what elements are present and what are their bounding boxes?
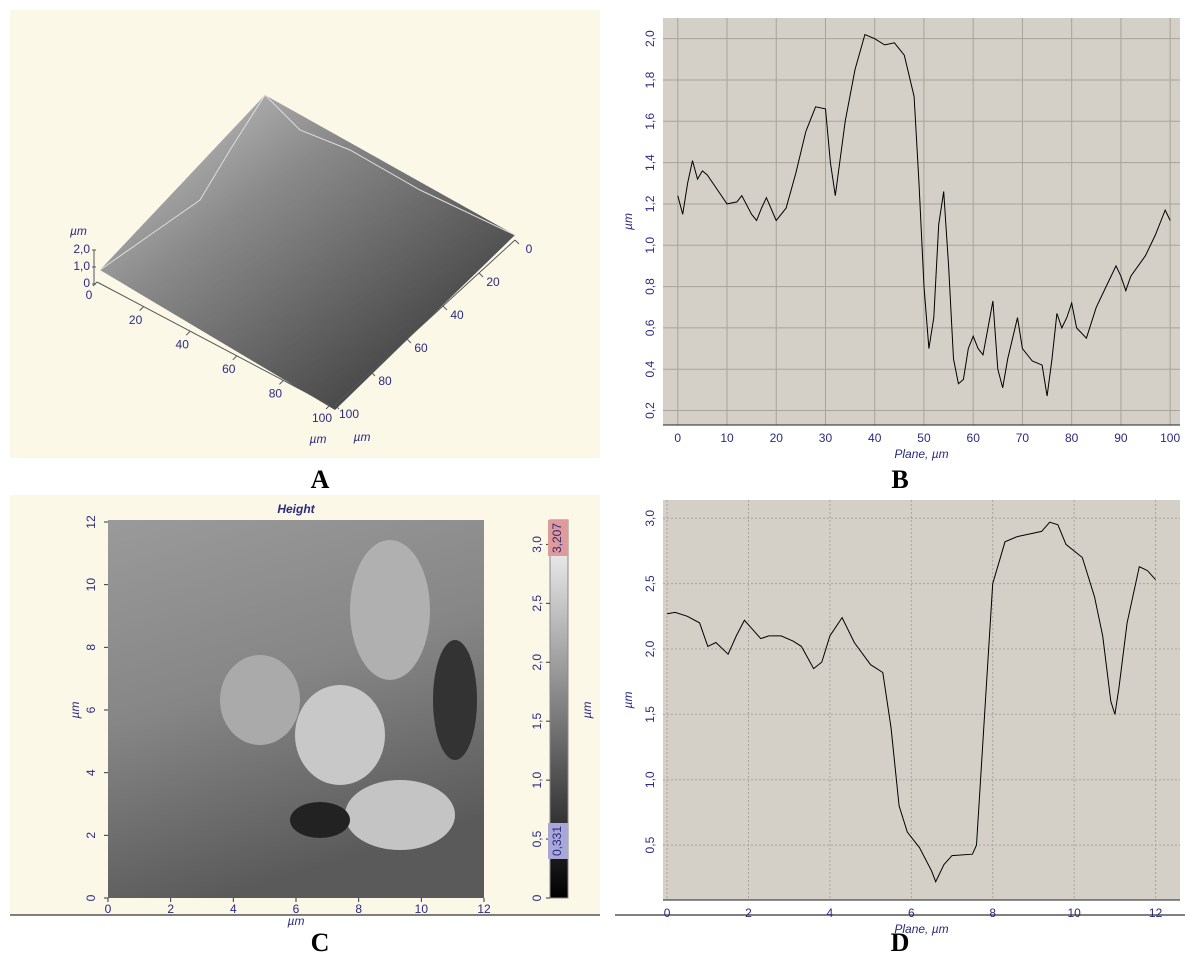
y-tick-label: 0,5: [643, 836, 657, 853]
x-tick-label: 12: [1149, 906, 1163, 920]
figure: 02040608010002040608010001,02,0µmµmµmA0,…: [0, 0, 1185, 972]
y-tick-label: 1,0: [643, 237, 657, 254]
y-tick-label: 10: [84, 578, 98, 592]
y-tick-label: 8: [84, 644, 98, 651]
x-axis-label: µm: [288, 914, 305, 928]
y-tick-label: 100: [339, 407, 359, 421]
colorbar-tick-label: 0,5: [530, 830, 544, 847]
y-tick-label: 0,4: [643, 361, 657, 378]
plot-area: [663, 500, 1180, 900]
x-axis-label: µm: [310, 432, 327, 446]
panel-label: A: [311, 465, 330, 494]
x-tick-label: 2: [167, 902, 174, 916]
y-tick-label: 0,2: [643, 402, 657, 419]
y-axis-label: µm: [68, 702, 82, 719]
colorbar-range-label: 3,207: [550, 523, 564, 553]
x-tick-label: 6: [908, 906, 915, 920]
pit: [433, 640, 477, 760]
y-axis-label: µm: [621, 213, 635, 230]
grain: [295, 685, 385, 785]
x-tick-label: 80: [1065, 431, 1079, 445]
grain: [345, 780, 455, 850]
y-tick-label: 1,0: [643, 771, 657, 788]
x-tick-label: 40: [176, 337, 190, 351]
x-tick-label: 100: [312, 411, 332, 425]
x-tick-label: 100: [1160, 431, 1180, 445]
x-tick-label: 30: [819, 431, 833, 445]
y-tick-label: 0: [526, 242, 533, 256]
y-tick-label: 40: [450, 308, 464, 322]
x-tick-label: 10: [1067, 906, 1081, 920]
chart-title: Height: [277, 502, 315, 516]
colorbar-tick-label: 2,5: [530, 595, 544, 612]
x-tick-label: 4: [230, 902, 237, 916]
x-tick-label: 40: [868, 431, 882, 445]
x-tick-label: 8: [355, 902, 362, 916]
x-tick-label: 20: [129, 313, 143, 327]
x-tick-label: 80: [269, 387, 283, 401]
colorbar-label: µm: [580, 702, 594, 719]
z-tick-label: 1,0: [73, 259, 90, 273]
x-tick-label: 60: [222, 362, 236, 376]
x-tick-label: 8: [989, 906, 996, 920]
y-tick-label: 0,8: [643, 278, 657, 295]
y-tick-label: 1,8: [643, 71, 657, 88]
x-tick-label: 0: [664, 906, 671, 920]
x-tick-label: 20: [770, 431, 784, 445]
y-tick-label: 1,5: [643, 706, 657, 723]
colorbar-tick-label: 3,0: [530, 536, 544, 553]
x-tick-label: 50: [917, 431, 931, 445]
y-tick-label: 2,0: [643, 30, 657, 47]
x-tick-label: 2: [745, 906, 752, 920]
z-tick-label: 0: [83, 276, 90, 290]
x-tick-label: 0: [86, 288, 93, 302]
colorbar-tick-label: 0: [530, 894, 544, 901]
pit: [290, 802, 350, 838]
panel-label: D: [891, 928, 910, 957]
z-tick-label: 2,0: [73, 242, 90, 256]
colorbar-tick-label: 1,0: [530, 771, 544, 788]
panel-label: B: [891, 465, 908, 494]
y-tick-label: 3,0: [643, 510, 657, 527]
plot-area: [663, 18, 1180, 425]
y-tick-label: 1,4: [643, 154, 657, 171]
x-tick-label: 60: [967, 431, 981, 445]
x-axis-label: Plane, µm: [894, 447, 948, 461]
x-tick-label: 4: [827, 906, 834, 920]
y-tick-label: 12: [84, 515, 98, 529]
y-tick-label: 0: [84, 894, 98, 901]
y-tick-label: 4: [84, 769, 98, 776]
y-axis-label: µm: [621, 692, 635, 709]
z-axis-label: µm: [70, 224, 87, 238]
x-tick-label: 0: [674, 431, 681, 445]
colorbar-tick-label: 2,0: [530, 654, 544, 671]
x-tick-label: 12: [477, 902, 491, 916]
x-tick-label: 10: [415, 902, 429, 916]
x-tick-label: 70: [1016, 431, 1030, 445]
y-tick-label: 6: [84, 706, 98, 713]
y-tick-label: 1,6: [643, 113, 657, 130]
grain: [220, 655, 300, 745]
x-tick-label: 90: [1114, 431, 1128, 445]
grain: [350, 540, 430, 680]
y-axis-label: µm: [354, 430, 371, 444]
y-tick-label: 20: [486, 275, 500, 289]
panel-label: C: [311, 928, 330, 957]
x-tick-label: 10: [720, 431, 734, 445]
y-tick-label: 80: [378, 374, 392, 388]
colorbar-range-label: 0,331: [550, 826, 564, 856]
y-tick-label: 60: [414, 341, 428, 355]
y-tick-label: 1,2: [643, 195, 657, 212]
x-tick-label: 0: [105, 902, 112, 916]
y-tick-label: 2: [84, 832, 98, 839]
y-tick-label: 0,6: [643, 319, 657, 336]
y-tick-label: 2,0: [643, 640, 657, 657]
y-tick-label: 2,5: [643, 575, 657, 592]
colorbar-tick-label: 1,5: [530, 713, 544, 730]
